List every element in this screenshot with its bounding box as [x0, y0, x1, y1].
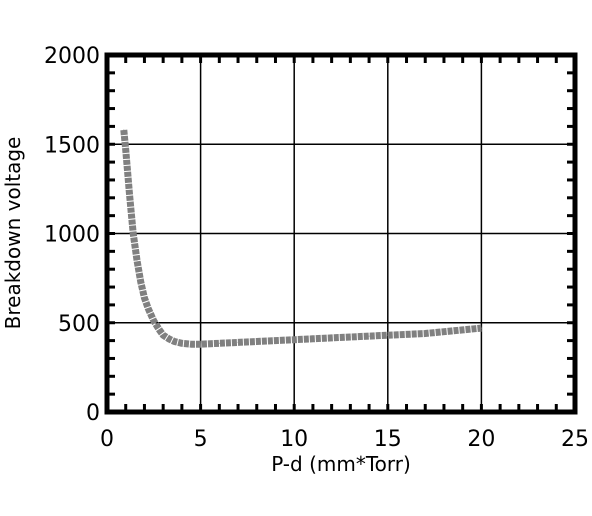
x-tick-label: 15 [374, 427, 402, 452]
data-point [143, 297, 145, 299]
data-point [140, 281, 142, 283]
data-point [293, 339, 295, 341]
data-point [136, 259, 138, 261]
y-tick-label: 2000 [44, 44, 100, 69]
data-point [218, 342, 220, 344]
data-point [406, 333, 408, 335]
data-point [162, 334, 164, 336]
data-point [200, 343, 202, 345]
data-point [331, 337, 333, 339]
minor-ticks [107, 55, 575, 412]
data-point [349, 336, 351, 338]
data-point [181, 342, 183, 344]
x-tick-label: 25 [561, 427, 589, 452]
data-point [153, 320, 155, 322]
data-point [147, 307, 149, 309]
data-point [128, 193, 130, 195]
y-axis-title: Breakdown voltage [1, 137, 25, 330]
data-point [158, 329, 160, 331]
tick-labels: 0 5 10 15 20 25 0 500 1000 1500 2000 [44, 44, 589, 452]
y-tick-label: 1500 [44, 133, 100, 158]
data-point [368, 335, 370, 337]
data-point [256, 340, 258, 342]
y-tick-label: 0 [86, 401, 100, 426]
data-point [168, 338, 170, 340]
grid-lines [107, 55, 575, 412]
data-point [173, 340, 175, 342]
data-point [274, 340, 276, 342]
y-tick-label: 1000 [44, 223, 100, 248]
data-point [462, 329, 464, 331]
data-point [312, 338, 314, 340]
data-point [424, 332, 426, 334]
series-line [120, 129, 482, 348]
x-tick-label: 20 [467, 427, 495, 452]
data-point [443, 331, 445, 333]
data-point [237, 341, 239, 343]
x-tick-label: 5 [194, 427, 208, 452]
data-point [125, 149, 127, 151]
x-axis-title: P-d (mm*Torr) [271, 452, 411, 476]
data-point [387, 334, 389, 336]
data-point [132, 233, 134, 234]
data-point [123, 129, 125, 131]
series-layer [120, 129, 482, 348]
y-tick-label: 500 [58, 312, 100, 337]
x-tick-label: 10 [280, 427, 308, 452]
data-point [190, 343, 192, 345]
x-tick-label: 0 [100, 427, 114, 452]
data-point [480, 327, 482, 329]
